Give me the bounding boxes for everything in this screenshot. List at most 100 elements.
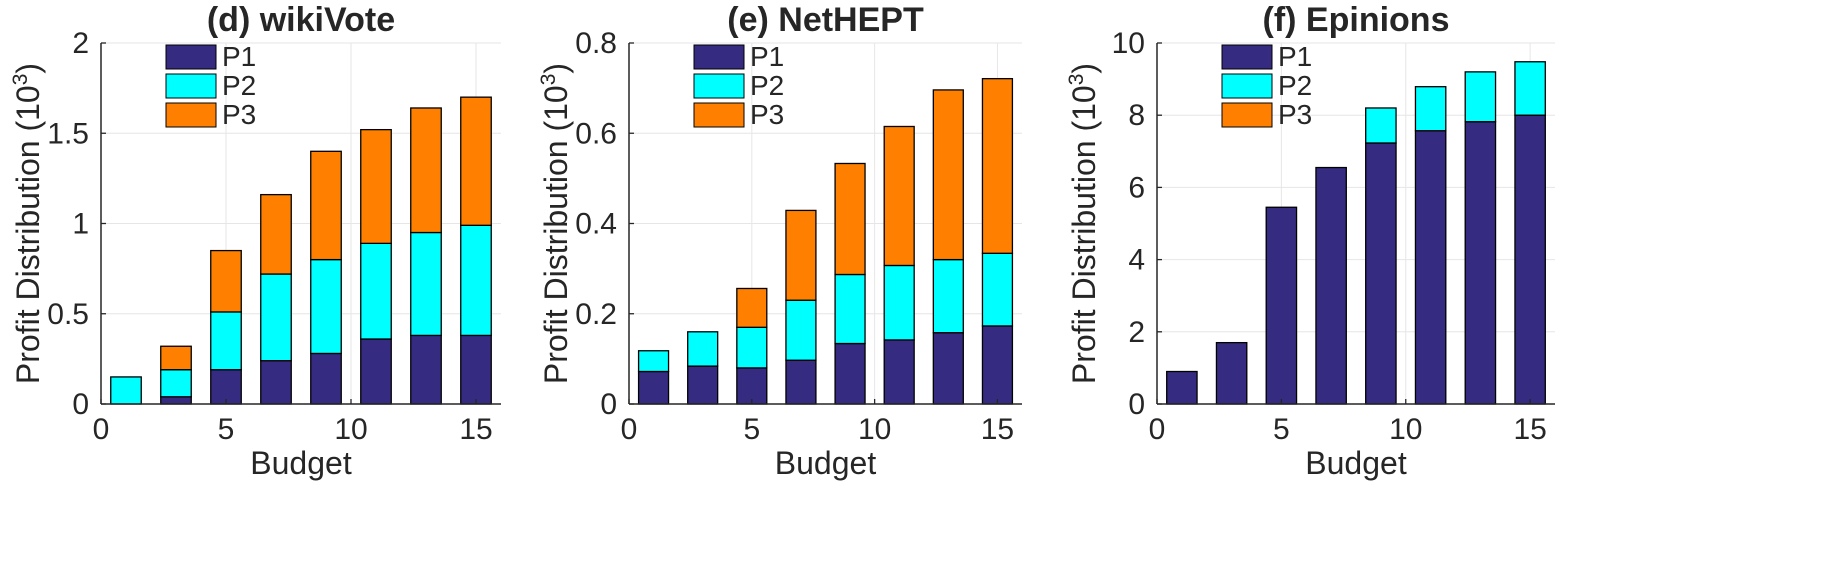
x-tick-label: 10 — [1389, 413, 1422, 446]
bar-p2-x13 — [1464, 71, 1497, 123]
legend-label-p1: P1 — [1278, 41, 1312, 72]
bar-p1-x13 — [932, 332, 964, 405]
bar-p3-x13 — [410, 107, 442, 234]
y-tick-label: 0.5 — [47, 298, 89, 331]
bar-p1-x15 — [981, 325, 1014, 405]
y-tick-label: 6 — [1128, 171, 1145, 204]
bar-p3-x11 — [883, 125, 915, 267]
y-axis-label: Profit Distribution (103) — [1065, 63, 1102, 384]
bar-p3-x13 — [932, 89, 964, 261]
bar-p2-x1 — [110, 376, 142, 405]
y-axis-label-close: ) — [10, 63, 46, 74]
x-tick-label: 5 — [743, 413, 760, 446]
bar-p1-x9 — [1365, 142, 1397, 405]
x-axis-label: Budget — [250, 445, 352, 481]
bar-p1-x11 — [1414, 130, 1447, 405]
bar-p1-x15 — [1514, 114, 1546, 405]
x-tick-label: 0 — [621, 413, 638, 446]
chart-title: (d) wikiVote — [207, 1, 395, 39]
y-tick-label: 0.4 — [575, 208, 617, 241]
x-tick-label: 0 — [93, 413, 110, 446]
bar-p1-x3 — [687, 365, 719, 405]
x-tick-label: 0 — [1149, 413, 1166, 446]
bar-p3-x9 — [310, 150, 342, 261]
legend-label-p1: P1 — [222, 41, 256, 72]
y-axis-label-close: ) — [538, 63, 574, 74]
bar-p1-x9 — [310, 352, 342, 405]
bar-p2-x13 — [932, 258, 964, 334]
bar-p3-x5 — [210, 249, 242, 313]
y-axis-label-text: Profit Distribution — [1066, 140, 1102, 384]
x-tick-label: 10 — [334, 413, 367, 446]
y-tick-label: 0 — [1128, 388, 1145, 421]
bar-p2-x7 — [785, 299, 817, 361]
bar-p3-x15 — [460, 96, 492, 226]
x-axis-label: Budget — [775, 445, 877, 481]
y-tick-label: 4 — [1128, 244, 1145, 277]
bar-p1-x13 — [1464, 121, 1497, 405]
legend-label-p3: P3 — [222, 99, 256, 130]
bar-p1-x3 — [160, 396, 192, 405]
legend-swatch-p2 — [165, 73, 217, 99]
bar-p1-x11 — [883, 339, 915, 405]
y-tick-label: 0.6 — [575, 117, 617, 150]
bar-p2-x9 — [310, 258, 342, 355]
legend-label-p2: P2 — [750, 70, 784, 101]
bar-p2-x13 — [410, 231, 442, 337]
y-axis-label-unit: (10 — [10, 85, 46, 140]
bar-p2-x15 — [460, 224, 492, 337]
legend-swatch-p3 — [1221, 102, 1273, 128]
bar-p2-x11 — [360, 242, 392, 340]
bar-p1-x3 — [1215, 341, 1248, 405]
legend-swatch-p2 — [1221, 73, 1273, 99]
bar-p3-x5 — [736, 287, 768, 328]
x-tick-label: 15 — [459, 413, 492, 446]
y-tick-label: 0.8 — [575, 27, 617, 60]
bar-p1-x1 — [637, 370, 670, 405]
bar-p1-x13 — [410, 334, 442, 405]
x-axis-label: Budget — [1305, 445, 1407, 481]
bar-p3-x7 — [260, 193, 292, 275]
legend-label-p2: P2 — [1278, 70, 1312, 101]
bar-p1-x7 — [785, 359, 817, 405]
bar-p2-x1 — [637, 350, 670, 373]
bar-p1-x1 — [1166, 370, 1198, 405]
y-axis-label-unit: (10 — [538, 85, 574, 140]
bar-p1-x7 — [1315, 166, 1347, 405]
bar-p2-x11 — [883, 264, 915, 341]
legend-swatch-p3 — [165, 102, 217, 128]
y-axis-label-text: Profit Distribution — [538, 140, 574, 384]
bar-p3-x3 — [160, 345, 192, 371]
chart-panel-2: 0 0.2 0.4 0.6 0.8 0 5 10 15 (e) NetHEPT Budget Prof… — [537, 1, 1022, 481]
bar-p2-x5 — [736, 326, 768, 369]
chart-title: (f) Epinions — [1263, 1, 1450, 39]
y-tick-label: 0 — [600, 388, 617, 421]
x-tick-label: 15 — [981, 413, 1014, 446]
x-tick-label: 5 — [218, 413, 235, 446]
x-tick-label: 10 — [858, 413, 891, 446]
y-axis-label: Profit Distribution (103) — [9, 63, 46, 384]
legend-swatch-p1 — [693, 44, 745, 70]
chart-panel-1: 0 0.5 1 1.5 2 0 5 10 15 (d) wikiVote Budget Profit … — [9, 1, 501, 481]
bar-p2-x5 — [210, 311, 242, 371]
y-tick-label: 2 — [1128, 316, 1145, 349]
y-axis-label-exponent: 3 — [537, 74, 560, 86]
bar-p2-x15 — [1514, 61, 1546, 116]
bar-p1-x7 — [260, 360, 292, 405]
chart-panel-3: 0 2 4 6 8 10 0 5 10 15 (f) Epinions Budget Profit Di… — [1065, 1, 1555, 481]
bar-p3-x9 — [834, 162, 866, 276]
legend-swatch-p2 — [693, 73, 745, 99]
legend-label-p2: P2 — [222, 70, 256, 101]
bar-p2-x3 — [687, 331, 719, 367]
bar-p2-x11 — [1414, 86, 1447, 132]
bar-p1-x5 — [1265, 206, 1298, 405]
y-tick-label: 2 — [72, 27, 89, 60]
bar-p1-x5 — [210, 369, 242, 405]
y-tick-label: 8 — [1128, 99, 1145, 132]
y-axis-label-exponent: 3 — [9, 74, 32, 86]
legend-label-p1: P1 — [750, 41, 784, 72]
bar-p1-x9 — [834, 342, 866, 405]
legend-swatch-p3 — [693, 102, 745, 128]
legend-swatch-p1 — [1221, 44, 1273, 70]
